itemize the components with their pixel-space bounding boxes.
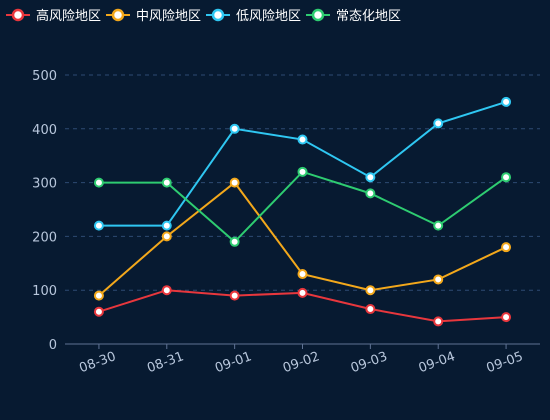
legend-marker	[111, 8, 125, 22]
legend-item[interactable]: 低风险地区	[206, 8, 301, 24]
legend-marker	[211, 8, 225, 22]
data-point[interactable]	[365, 188, 376, 199]
x-tick-label: 08-30	[77, 349, 118, 376]
data-point[interactable]	[93, 177, 104, 188]
legend-item[interactable]: 高风险地区	[6, 8, 101, 24]
data-point[interactable]	[433, 274, 444, 285]
data-point[interactable]	[229, 236, 240, 247]
data-point[interactable]	[161, 231, 172, 242]
y-tick-label: 300	[32, 177, 57, 192]
y-tick-label: 500	[32, 69, 57, 84]
series-1	[93, 177, 512, 301]
legend-label: 高风险地区	[36, 8, 101, 24]
data-point[interactable]	[93, 290, 104, 301]
data-point[interactable]	[297, 134, 308, 145]
y-tick-label: 100	[32, 284, 57, 299]
data-point[interactable]	[229, 290, 240, 301]
data-point[interactable]	[229, 123, 240, 134]
y-tick-label: 200	[32, 230, 57, 245]
x-axis: 08-30 08-31 09-01 09-02 09-03 09-04 09-05	[77, 344, 525, 376]
series-2	[93, 96, 512, 231]
data-point[interactable]	[93, 306, 104, 317]
data-point[interactable]	[365, 285, 376, 296]
y-axis: 0 100 200 300 400 500	[32, 69, 57, 353]
legend-label: 常态化地区	[336, 9, 401, 24]
data-point[interactable]	[433, 316, 444, 327]
data-point[interactable]	[501, 242, 512, 253]
grid-lines	[65, 74, 540, 291]
data-point[interactable]	[297, 287, 308, 298]
y-tick-label: 400	[32, 123, 57, 138]
legend-item[interactable]: 常态化地区	[306, 8, 401, 24]
data-point[interactable]	[229, 177, 240, 188]
series-line	[98, 170, 507, 244]
data-point[interactable]	[433, 220, 444, 231]
x-tick-label: 09-02	[281, 349, 322, 376]
data-point[interactable]	[501, 96, 512, 107]
x-tick-label: 09-01	[213, 349, 254, 376]
data-point[interactable]	[365, 172, 376, 183]
data-point[interactable]	[93, 220, 104, 231]
data-point[interactable]	[433, 118, 444, 129]
legend-marker	[11, 8, 25, 22]
legend-label: 中风险地区	[136, 9, 201, 24]
legend-label: 低风险地区	[236, 9, 301, 24]
x-tick-label: 09-05	[485, 349, 526, 376]
series-0	[93, 285, 512, 327]
data-point[interactable]	[161, 177, 172, 188]
series-line	[98, 100, 507, 227]
x-tick-label: 09-04	[417, 349, 458, 376]
legend-item[interactable]: 中风险地区	[106, 8, 201, 24]
data-point[interactable]	[501, 172, 512, 183]
x-tick-label: 08-31	[145, 349, 186, 376]
x-tick-label: 09-03	[349, 349, 390, 376]
series-3	[93, 166, 512, 247]
data-point[interactable]	[297, 269, 308, 280]
legend-marker	[311, 8, 325, 22]
chart-legend: 高风险地区 中风险地区 低风险地区 常态化地区	[6, 8, 401, 24]
data-point[interactable]	[161, 285, 172, 296]
data-point[interactable]	[297, 166, 308, 177]
data-point[interactable]	[501, 312, 512, 323]
data-point[interactable]	[365, 304, 376, 315]
data-point[interactable]	[161, 220, 172, 231]
y-tick-label: 0	[49, 338, 57, 353]
series-group	[93, 96, 512, 327]
